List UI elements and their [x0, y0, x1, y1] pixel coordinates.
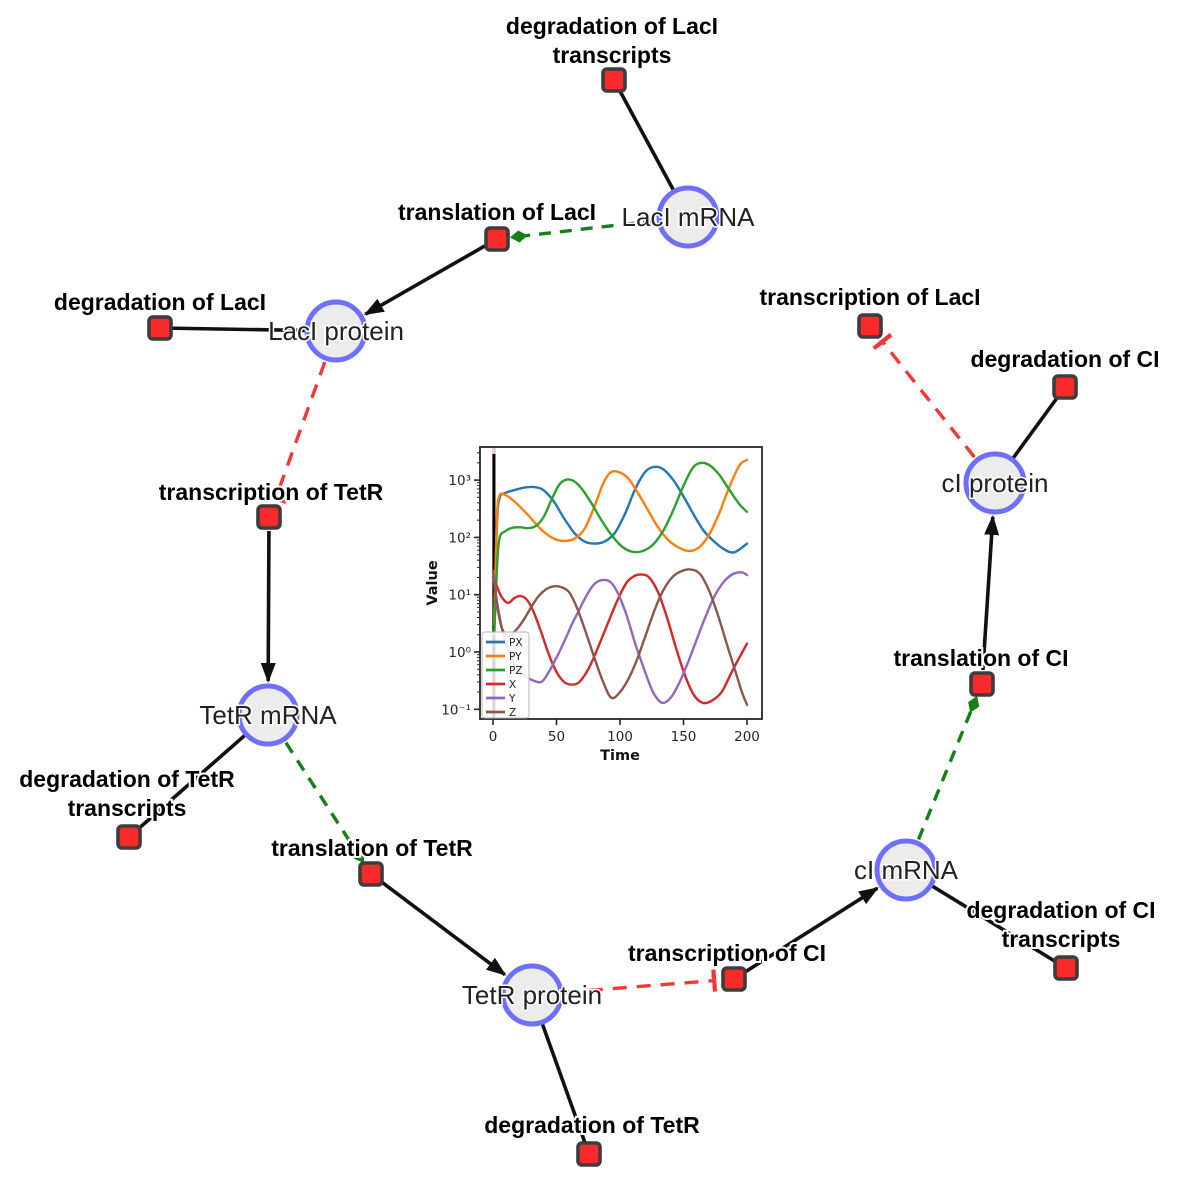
legend-label-PY: PY	[509, 651, 522, 663]
edge-inhibition-ci_protein-txn_laci	[882, 342, 976, 459]
y-tick-label: 10⁻¹	[441, 702, 471, 718]
nodes-layer	[116, 67, 1079, 1167]
reaction-node-transl_tetr[interactable]	[358, 861, 384, 887]
edge-consumption-laci_mrna-deg_laci_tx	[612, 79, 675, 191]
reaction-label-deg_tetr: degradation of TetR	[484, 1112, 700, 1138]
reaction-label-deg_tetr_tx: transcripts	[68, 795, 187, 821]
edge-production-txn_tetr-tetr_mrna	[260, 530, 276, 684]
legend-label-X: X	[509, 679, 516, 691]
species-node-tetr_protein[interactable]	[500, 963, 564, 1027]
reaction-label-deg_ci: degradation of CI	[970, 346, 1159, 372]
species-node-tetr_mrna[interactable]	[236, 683, 300, 747]
edges-layer	[127, 79, 1067, 1155]
reaction-node-transl_laci[interactable]	[484, 226, 510, 252]
reaction-node-txn_ci[interactable]	[721, 966, 747, 992]
reaction-node-txn_tetr[interactable]	[256, 504, 282, 530]
edge-inhibition-laci_protein-txn_tetr	[276, 361, 327, 498]
edge-production-transl_tetr-tetr_protein	[381, 880, 507, 977]
edge-consumption-laci_protein-deg_laci	[159, 326, 306, 333]
edge-consumption-ci_mrna-deg_ci_tx	[931, 884, 1067, 970]
x-tick-label: 100	[607, 729, 633, 745]
series-X-curve	[491, 573, 749, 705]
reaction-label-txn_laci: transcription of LacI	[759, 284, 980, 310]
plot-spines	[479, 446, 763, 720]
series-PZ-curve	[493, 461, 749, 636]
species-label-ci_mrna: cI mRNA	[854, 855, 959, 885]
species-node-ci_protein[interactable]	[963, 451, 1027, 515]
reaction-label-deg_laci_tx: degradation of LacI	[506, 13, 718, 39]
y-tick-label: 10¹	[448, 588, 471, 604]
reaction-label-txn_ci: transcription of CI	[628, 940, 826, 966]
series-PX-curve	[493, 465, 749, 619]
edge-production-transl_ci-ci_protein	[981, 514, 1000, 671]
x-tick-label: 200	[734, 729, 760, 745]
species-label-laci_protein: LacI protein	[268, 316, 404, 346]
species-label-tetr_mrna: TetR mRNA	[199, 700, 337, 730]
series-Z-curve	[491, 568, 749, 706]
y-tick-label: 10²	[448, 530, 471, 546]
reaction-node-deg_laci[interactable]	[147, 315, 173, 341]
edge-gene-ci_mrna-transl_ci	[916, 696, 980, 841]
reaction-label-deg_tetr_tx: degradation of TetR	[19, 766, 235, 792]
reaction-node-txn_laci[interactable]	[857, 313, 883, 339]
reaction-node-deg_ci_tx[interactable]	[1053, 955, 1079, 981]
species-label-tetr_protein: TetR protein	[462, 980, 602, 1010]
reaction-label-deg_ci_tx: degradation of CI	[966, 897, 1155, 923]
y-axis-title: Value	[425, 560, 441, 606]
x-tick-label: 50	[548, 729, 565, 745]
chart-legend: PX PY PZ XYZ	[481, 631, 530, 719]
species-node-ci_mrna[interactable]	[874, 838, 938, 902]
x-tick-label: 150	[671, 729, 697, 745]
edge-consumption-tetr_protein-deg_tetr	[540, 1023, 591, 1155]
reaction-label-transl_tetr: translation of TetR	[271, 835, 473, 861]
edge-production-txn_ci-ci_mrna	[744, 886, 879, 974]
reaction-label-deg_laci: degradation of LacI	[54, 289, 266, 315]
reaction-label-deg_laci_tx: transcripts	[553, 42, 672, 68]
edge-gene-laci_mrna-transl_laci	[509, 219, 656, 243]
y-tick-label: 10⁰	[448, 645, 471, 661]
reaction-label-deg_ci_tx: transcripts	[1002, 926, 1121, 952]
reaction-node-deg_tetr_tx[interactable]	[116, 824, 142, 850]
reaction-label-transl_laci: translation of LacI	[398, 199, 596, 225]
species-label-ci_protein: cI protein	[942, 468, 1049, 498]
legend-label-PZ: PZ	[509, 665, 523, 677]
reaction-node-transl_ci[interactable]	[969, 671, 995, 697]
legend-label-PX: PX	[509, 637, 523, 649]
reaction-node-deg_laci_tx[interactable]	[601, 67, 627, 93]
reaction-node-deg_ci[interactable]	[1052, 374, 1078, 400]
x-tick-label: 0	[489, 729, 498, 745]
species-node-laci_mrna[interactable]	[656, 185, 720, 249]
reaction-label-txn_tetr: transcription of TetR	[159, 479, 384, 505]
x-axis-title: Time	[600, 748, 640, 764]
series-PY-curve	[493, 458, 749, 626]
species-label-laci_mrna: LacI mRNA	[622, 202, 756, 232]
reaction-label-transl_ci: translation of CI	[893, 645, 1068, 671]
y-tick-label: 10³	[448, 473, 471, 489]
species-node-laci_protein[interactable]	[304, 299, 368, 363]
legend-label-Y: Y	[508, 693, 516, 705]
legend-box	[481, 631, 530, 719]
edge-inhibition-tetr_protein-txn_ci	[564, 981, 714, 995]
edge-consumption-tetr_mrna-deg_tetr_tx	[127, 734, 246, 839]
edge-production-transl_laci-laci_protein	[363, 244, 486, 316]
reaction-node-deg_tetr[interactable]	[576, 1141, 602, 1167]
edge-gene-tetr_mrna-transl_tetr	[284, 741, 365, 864]
labels-layer: LacI mRNA LacI protein TetR mRNA TetR prote…	[17, 11, 1161, 1140]
legend-label-Z: Z	[509, 707, 516, 719]
